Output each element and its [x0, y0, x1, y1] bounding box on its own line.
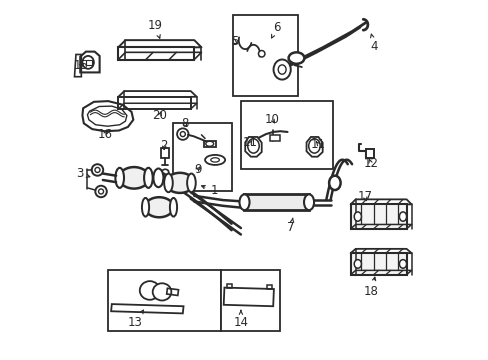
Ellipse shape — [187, 174, 195, 192]
Bar — [107, 270, 221, 330]
Ellipse shape — [353, 212, 361, 221]
Text: 5: 5 — [230, 35, 238, 49]
Bar — [270, 135, 280, 141]
Ellipse shape — [308, 139, 320, 153]
Text: 17: 17 — [357, 190, 372, 203]
Ellipse shape — [328, 176, 340, 190]
Ellipse shape — [144, 168, 152, 188]
Text: 7: 7 — [287, 218, 294, 234]
Ellipse shape — [119, 167, 149, 189]
Ellipse shape — [399, 212, 406, 221]
Ellipse shape — [162, 169, 168, 176]
Text: 13: 13 — [127, 310, 143, 329]
Text: 16: 16 — [98, 128, 113, 141]
Ellipse shape — [95, 186, 106, 197]
Bar — [241, 101, 333, 169]
Ellipse shape — [247, 139, 259, 153]
Text: 14: 14 — [233, 311, 248, 329]
Polygon shape — [350, 204, 406, 229]
Text: 3: 3 — [76, 167, 90, 180]
Text: 18: 18 — [363, 277, 378, 298]
Text: 12: 12 — [363, 157, 377, 170]
Text: 10: 10 — [264, 113, 279, 126]
Ellipse shape — [95, 167, 100, 172]
Ellipse shape — [304, 194, 313, 210]
Ellipse shape — [273, 59, 290, 80]
Text: 1: 1 — [201, 184, 217, 197]
Ellipse shape — [353, 260, 361, 268]
Ellipse shape — [152, 283, 171, 301]
Text: 6: 6 — [271, 22, 280, 38]
Ellipse shape — [258, 50, 264, 57]
Bar — [221, 270, 280, 330]
Text: 2: 2 — [160, 139, 167, 152]
Polygon shape — [350, 253, 406, 275]
Ellipse shape — [115, 168, 124, 188]
Text: 8: 8 — [181, 117, 188, 130]
Ellipse shape — [239, 194, 249, 210]
Ellipse shape — [180, 132, 185, 136]
Ellipse shape — [177, 129, 188, 140]
Ellipse shape — [92, 164, 103, 176]
Ellipse shape — [153, 168, 163, 187]
Text: 11: 11 — [310, 138, 325, 150]
Ellipse shape — [278, 65, 285, 74]
Text: 19: 19 — [147, 19, 162, 38]
Polygon shape — [244, 194, 308, 210]
Text: 9: 9 — [194, 163, 201, 176]
Bar — [366, 149, 373, 158]
Ellipse shape — [164, 174, 172, 192]
Text: 11: 11 — [243, 136, 258, 149]
Ellipse shape — [99, 189, 103, 194]
Bar — [173, 123, 231, 192]
Bar — [233, 15, 297, 96]
Ellipse shape — [82, 56, 94, 69]
Ellipse shape — [288, 52, 304, 64]
Ellipse shape — [144, 197, 173, 217]
Ellipse shape — [165, 173, 194, 193]
Ellipse shape — [399, 260, 406, 268]
Ellipse shape — [204, 155, 224, 165]
Text: 15: 15 — [73, 59, 88, 72]
Text: 20: 20 — [152, 109, 167, 122]
Ellipse shape — [169, 198, 177, 217]
Ellipse shape — [210, 158, 219, 162]
Ellipse shape — [140, 281, 160, 300]
Bar — [161, 148, 169, 158]
Ellipse shape — [205, 141, 213, 146]
Text: 4: 4 — [370, 34, 377, 53]
Ellipse shape — [142, 198, 149, 217]
